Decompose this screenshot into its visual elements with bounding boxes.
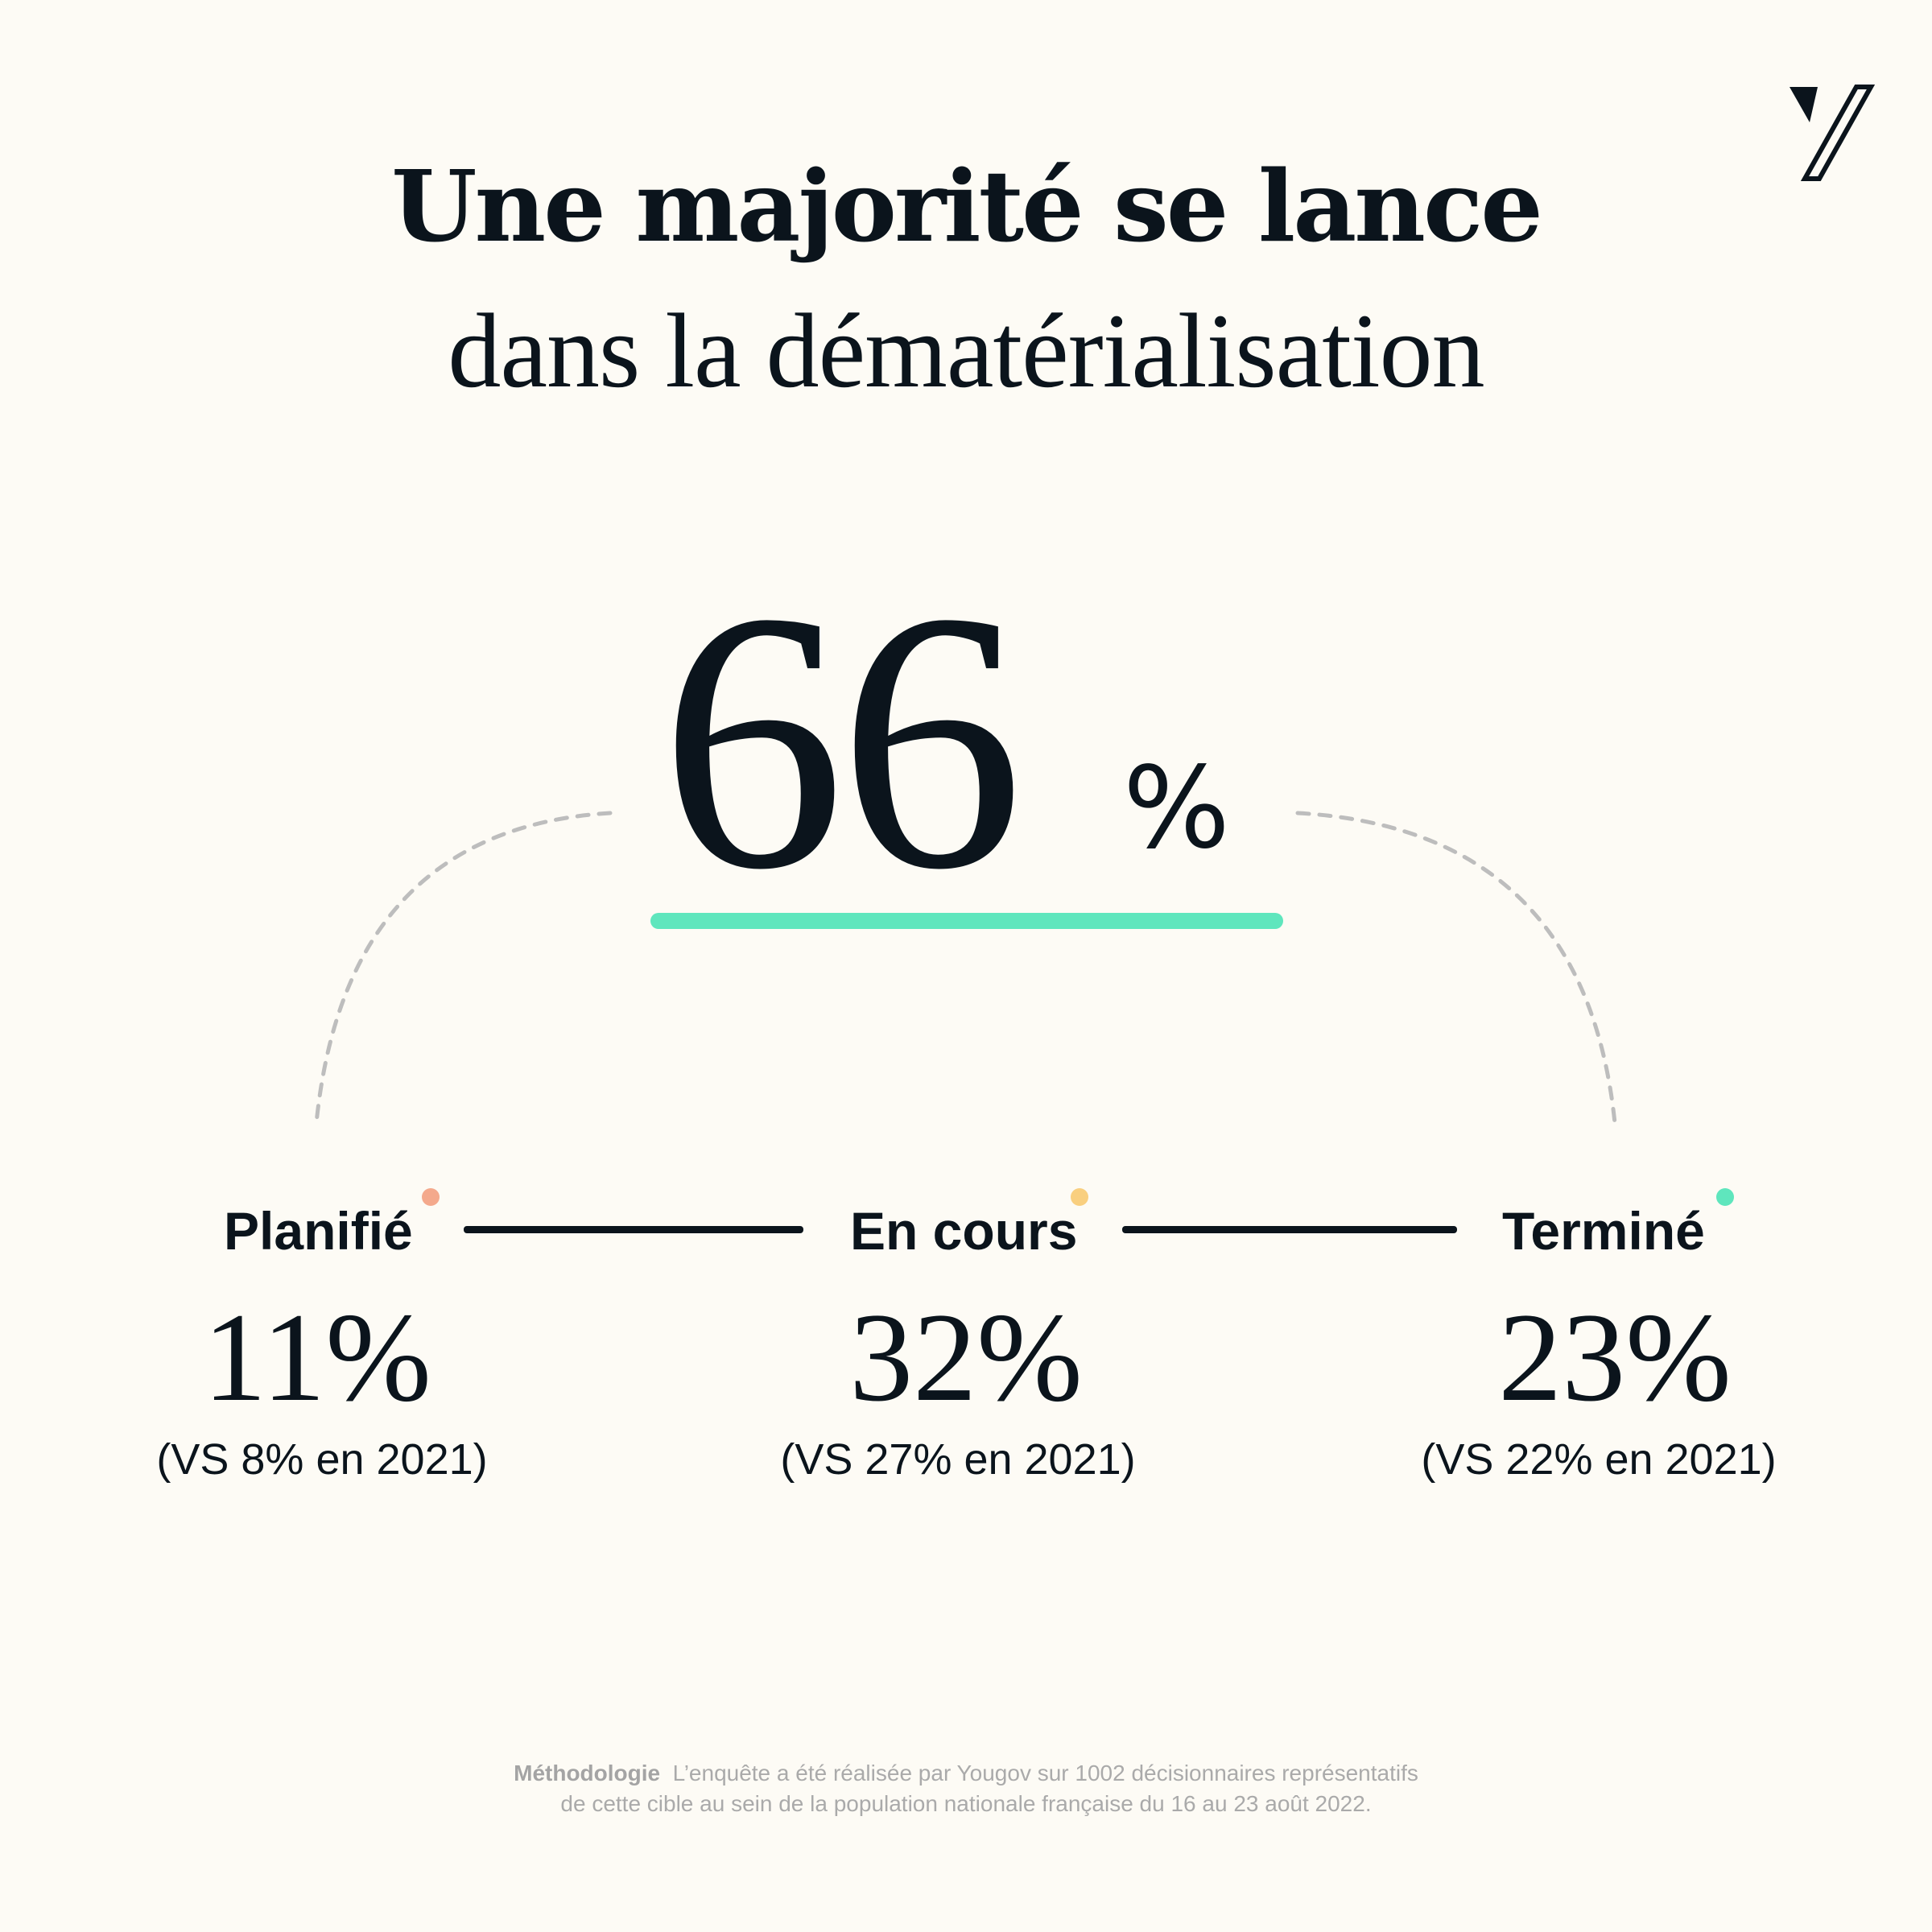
- stage-comparison-termine: (VS 22% en 2021): [1421, 1435, 1777, 1484]
- stage-value-en-cours: 32%: [849, 1287, 1083, 1428]
- headline-underline: [650, 913, 1283, 929]
- stage-dot-planifie: [422, 1188, 440, 1206]
- stage-comparison-en-cours: (VS 27% en 2021): [780, 1435, 1136, 1484]
- page-subtitle: dans la dématérialisation: [448, 291, 1484, 410]
- left-dashed-arc: [314, 811, 613, 1125]
- right-dashed-arc: [1295, 811, 1617, 1125]
- headline-unit: %: [1123, 743, 1231, 874]
- stage-comparison-planifie: (VS 8% en 2021): [156, 1435, 488, 1484]
- stage-label-planifie: Planifié: [224, 1201, 413, 1261]
- stage-connector: [464, 1226, 803, 1233]
- stage-label-en-cours: En cours: [850, 1201, 1078, 1261]
- brand-logo-icon: [1790, 85, 1876, 181]
- methodology-note: Méthodologie L’enquête a été réalisée pa…: [0, 1758, 1932, 1819]
- methodology-label: Méthodologie: [514, 1761, 661, 1785]
- methodology-line-2: de cette cible au sein de la population …: [560, 1790, 1372, 1816]
- stage-value-planifie: 11%: [203, 1287, 431, 1428]
- stage-connector: [1122, 1226, 1457, 1233]
- stage-label-termine: Terminé: [1502, 1201, 1705, 1261]
- stage-value-termine: 23%: [1498, 1287, 1732, 1428]
- headline-value: 66: [660, 535, 1024, 946]
- stage-dot-termine: [1716, 1188, 1734, 1206]
- stage-dot-en-cours: [1071, 1188, 1088, 1206]
- methodology-line-1: L’enquête a été réalisée par Yougov sur …: [672, 1761, 1418, 1785]
- page-title: Une majorité se lance: [391, 148, 1543, 264]
